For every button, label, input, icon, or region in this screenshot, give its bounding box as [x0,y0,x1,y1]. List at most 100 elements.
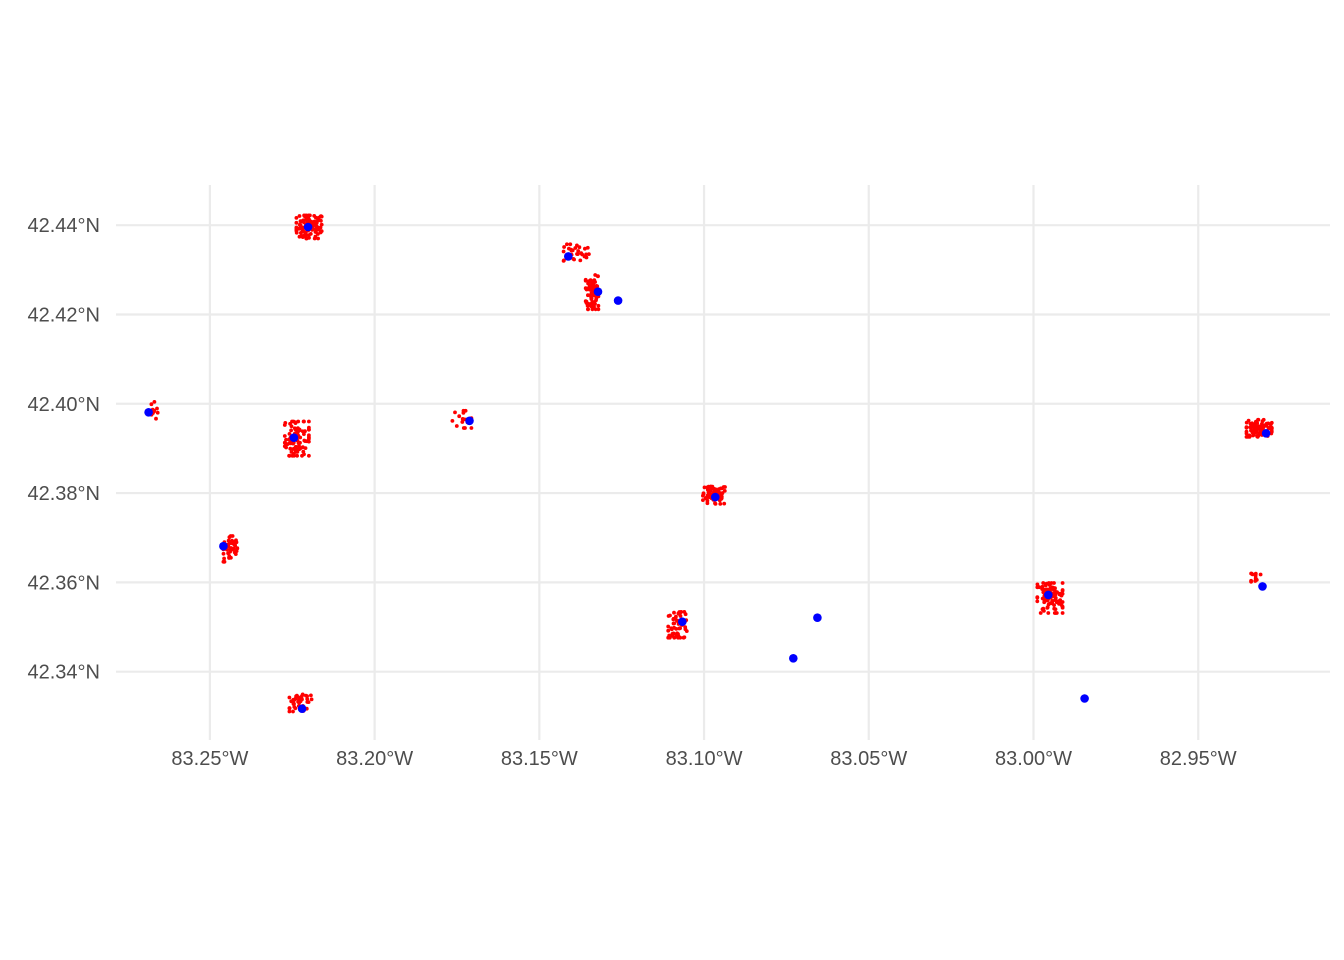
red-point [1060,604,1065,609]
red-point [1052,606,1057,611]
blue-point [1080,694,1089,703]
red-point [287,453,292,458]
red-point [284,445,288,450]
red-point [296,426,300,431]
red-point [561,249,566,254]
red-point [1264,421,1269,426]
red-point [287,706,292,711]
red-point [682,635,687,640]
red-point [290,419,294,424]
red-point [569,248,574,253]
red-point [706,490,711,494]
red-point [1053,598,1057,602]
red-point [233,543,238,548]
y-tick-label: 42.42°N [28,304,101,326]
red-point [584,255,589,260]
red-point [678,614,683,618]
red-point [305,697,310,701]
red-point [301,219,305,224]
red-point [672,625,676,630]
red-point [1035,585,1040,590]
red-point [667,633,672,638]
red-point [1046,611,1051,615]
red-point [316,232,320,236]
x-tick-label: 83.00°W [995,748,1072,770]
red-point [593,273,598,277]
red-point [454,424,459,428]
red-point [149,402,154,407]
red-point [292,453,296,458]
red-point [155,406,159,411]
red-point [591,281,596,286]
red-point [227,541,232,546]
red-point [666,624,671,629]
red-point [229,555,233,560]
red-point [584,252,588,257]
red-point [230,538,234,543]
red-point [306,700,311,704]
red-point [596,307,601,312]
red-point [302,419,306,424]
blue-point [593,287,603,297]
red-point [293,421,298,425]
blue-point [564,252,573,261]
red-point [579,251,584,256]
red-point [303,446,308,450]
blue-point [289,433,299,443]
red-point [683,612,688,617]
red-point [1035,599,1040,604]
red-point [1253,422,1258,426]
red-point [590,300,595,305]
red-point [288,446,293,451]
red-point [562,245,566,249]
red-point [450,419,455,423]
red-point [316,236,320,241]
red-point [312,219,317,224]
y-tick-label: 42.34°N [28,662,101,684]
red-point [319,218,323,223]
red-point [584,301,589,305]
red-point [701,498,705,502]
red-point [586,307,590,312]
red-point [293,449,298,453]
red-point [585,245,590,250]
red-point [1246,418,1251,423]
red-point [299,695,304,700]
red-point [705,501,710,506]
red-point [1038,611,1043,615]
red-point [672,635,677,640]
x-tick-label: 83.20°W [336,748,413,770]
red-point [1258,572,1263,577]
red-point [294,220,299,225]
red-point [306,213,311,218]
red-point [1249,579,1253,584]
red-point [568,242,573,247]
red-point [1040,596,1045,601]
blue-point [1258,582,1267,591]
red-point [1269,425,1274,430]
red-point [713,487,718,492]
red-point [1253,571,1258,576]
red-point [565,242,569,247]
red-point [1253,426,1257,431]
blue-point [465,416,474,426]
red-point [226,551,231,556]
red-point [287,709,292,714]
red-point [304,693,308,698]
red-point [1053,611,1058,615]
red-point [1269,420,1274,425]
red-point [294,694,298,699]
red-point [469,426,474,430]
red-point [154,416,158,421]
red-point [1244,429,1249,434]
red-point [669,626,674,631]
red-point [307,236,311,240]
red-point [592,304,596,309]
x-tick-label: 83.25°W [171,748,248,770]
red-point [155,410,160,415]
red-point [575,252,579,256]
red-point [1052,581,1056,585]
blue-point [1261,429,1271,438]
red-point [309,693,313,698]
red-point [297,444,301,448]
